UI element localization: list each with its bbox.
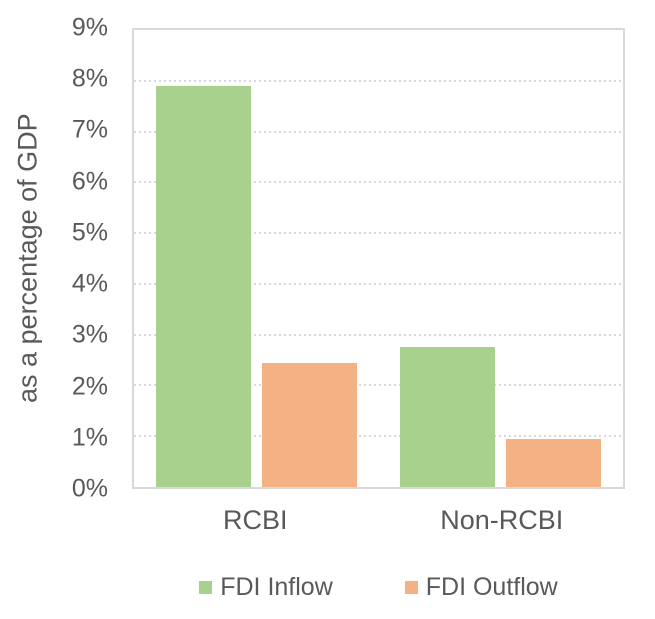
legend-marker-icon bbox=[199, 580, 213, 594]
y-tick-label: 9% bbox=[71, 13, 108, 42]
bar-group-non-rcbi bbox=[379, 30, 624, 487]
legend-item-fdi-inflow: FDI Inflow bbox=[199, 572, 333, 601]
legend-label: FDI Inflow bbox=[220, 572, 333, 601]
y-tick-label: 8% bbox=[71, 64, 108, 93]
y-tick-label: 6% bbox=[71, 167, 108, 196]
gridline bbox=[134, 79, 623, 82]
gridline bbox=[134, 333, 623, 336]
y-tick-label: 7% bbox=[71, 115, 108, 144]
gridline bbox=[134, 282, 623, 285]
bar-group-rcbi bbox=[134, 30, 379, 487]
y-tick-label: 0% bbox=[71, 474, 108, 503]
x-axis-label-non-rcbi: Non-RCBI bbox=[440, 505, 564, 535]
legend-item-fdi-outflow: FDI Outflow bbox=[404, 572, 558, 601]
gridline bbox=[134, 435, 623, 438]
legend-marker-icon bbox=[404, 580, 418, 594]
gridline bbox=[134, 130, 623, 133]
bar-fdi-inflow-rcbi bbox=[155, 85, 251, 487]
y-tick-label: 2% bbox=[71, 372, 108, 401]
y-tick-label: 5% bbox=[71, 218, 108, 247]
gridline bbox=[134, 181, 623, 184]
gridline bbox=[134, 384, 623, 387]
bar-fdi-outflow-rcbi bbox=[261, 362, 357, 487]
legend: FDI Inflow FDI Outflow bbox=[132, 570, 625, 604]
bar-fdi-inflow-non-rcbi bbox=[400, 347, 496, 487]
gridline bbox=[134, 232, 623, 235]
y-tick-label: 4% bbox=[71, 269, 108, 298]
y-tick-label: 1% bbox=[71, 423, 108, 452]
x-axis-labels: RCBI Non-RCBI bbox=[132, 499, 625, 534]
x-axis-label-rcbi: RCBI bbox=[222, 505, 288, 535]
bar-fdi-outflow-non-rcbi bbox=[506, 438, 602, 487]
plot-area bbox=[132, 28, 625, 489]
legend-label: FDI Outflow bbox=[425, 572, 558, 601]
y-axis-tick-labels: 9% 8% 7% 6% 5% 4% 3% 2% 1% 0% bbox=[0, 15, 108, 501]
y-tick-label: 3% bbox=[71, 320, 108, 349]
